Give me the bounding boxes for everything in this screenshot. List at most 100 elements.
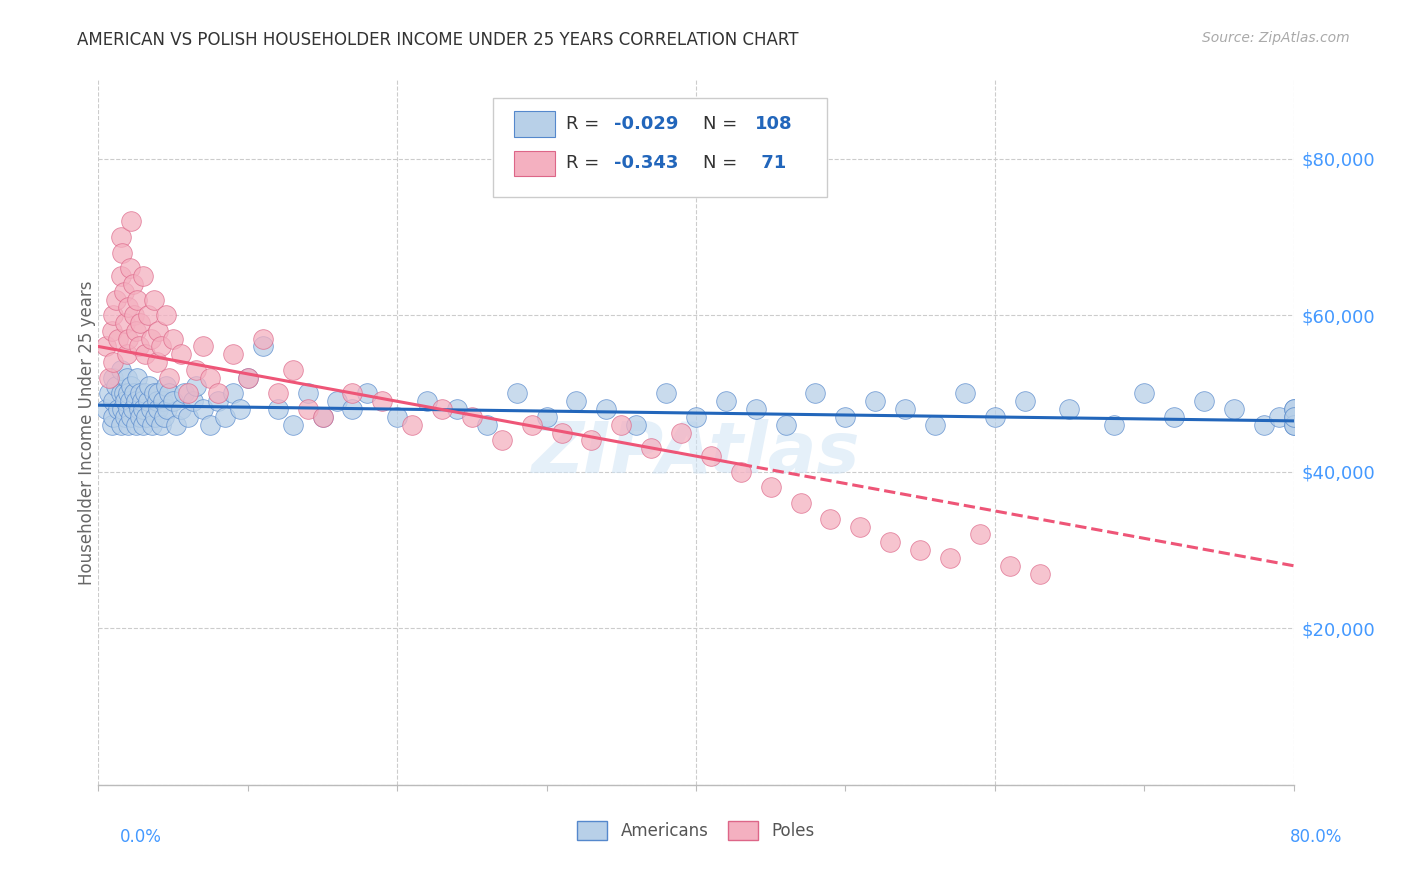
- Point: [385, 409, 409, 424]
- Point: [184, 363, 207, 377]
- Point: [229, 402, 252, 417]
- Point: [984, 409, 1007, 424]
- Point: [103, 394, 125, 409]
- Point: [1104, 417, 1126, 432]
- Point: [117, 402, 139, 417]
- Point: [120, 378, 142, 392]
- Point: [128, 339, 150, 353]
- Point: [908, 543, 931, 558]
- Text: 108: 108: [755, 115, 792, 133]
- Point: [700, 449, 723, 463]
- Point: [640, 442, 662, 456]
- Point: [105, 378, 128, 392]
- Point: [730, 465, 752, 479]
- Point: [103, 409, 125, 424]
- Point: [131, 394, 153, 409]
- Point: [115, 347, 138, 361]
- Point: [879, 535, 901, 549]
- Point: [155, 378, 177, 392]
- Point: [169, 347, 191, 361]
- Point: [1282, 409, 1305, 424]
- Point: [1282, 417, 1305, 432]
- Point: [191, 339, 214, 353]
- Point: [132, 417, 155, 432]
- Text: Source: ZipAtlas.com: Source: ZipAtlas.com: [1202, 31, 1350, 45]
- Point: [94, 339, 117, 353]
- Point: [136, 394, 159, 409]
- Point: [110, 268, 132, 283]
- Point: [150, 339, 173, 353]
- Point: [153, 409, 176, 424]
- Point: [998, 558, 1021, 573]
- Point: [145, 355, 167, 369]
- Point: [191, 402, 214, 417]
- Point: [1282, 417, 1305, 432]
- Point: [1028, 566, 1050, 581]
- Point: [124, 308, 146, 322]
- Point: [120, 409, 142, 424]
- Text: ZIPAtlas: ZIPAtlas: [531, 419, 860, 488]
- Point: [150, 417, 173, 432]
- Point: [114, 316, 136, 330]
- Point: [125, 417, 148, 432]
- Point: [117, 301, 139, 315]
- Point: [110, 386, 132, 401]
- Point: [200, 417, 222, 432]
- Point: [169, 402, 191, 417]
- Point: [222, 386, 245, 401]
- Point: [142, 293, 165, 307]
- Point: [804, 386, 827, 401]
- Point: [148, 386, 170, 401]
- Point: [565, 394, 588, 409]
- Point: [267, 402, 290, 417]
- Point: [128, 402, 150, 417]
- Point: [141, 417, 163, 432]
- Point: [143, 409, 166, 424]
- FancyBboxPatch shape: [515, 151, 555, 176]
- Point: [97, 386, 120, 401]
- Point: [1014, 394, 1036, 409]
- Point: [849, 519, 872, 533]
- Point: [127, 371, 149, 385]
- Point: [177, 386, 200, 401]
- Point: [110, 417, 132, 432]
- Point: [125, 324, 148, 338]
- Point: [1282, 402, 1305, 417]
- Point: [236, 371, 259, 385]
- Point: [129, 386, 152, 401]
- Point: [775, 417, 797, 432]
- Point: [894, 402, 917, 417]
- Point: [207, 394, 229, 409]
- Point: [297, 402, 319, 417]
- Text: 80.0%: 80.0%: [1291, 828, 1343, 846]
- Point: [110, 230, 132, 244]
- Point: [114, 409, 136, 424]
- Point: [401, 417, 423, 432]
- Point: [120, 214, 142, 228]
- Point: [1223, 402, 1246, 417]
- Point: [165, 417, 187, 432]
- Point: [107, 402, 129, 417]
- Point: [236, 371, 259, 385]
- Point: [416, 394, 439, 409]
- Point: [117, 386, 139, 401]
- Text: 0.0%: 0.0%: [120, 828, 162, 846]
- Point: [157, 371, 180, 385]
- Point: [475, 417, 498, 432]
- Point: [156, 402, 179, 417]
- Point: [252, 332, 274, 346]
- Point: [834, 409, 856, 424]
- Point: [207, 386, 229, 401]
- Point: [311, 409, 333, 424]
- Text: -0.029: -0.029: [613, 115, 678, 133]
- Point: [356, 386, 378, 401]
- Point: [129, 316, 152, 330]
- Point: [1267, 409, 1289, 424]
- Point: [626, 417, 648, 432]
- Text: AMERICAN VS POLISH HOUSEHOLDER INCOME UNDER 25 YEARS CORRELATION CHART: AMERICAN VS POLISH HOUSEHOLDER INCOME UN…: [77, 31, 799, 49]
- Point: [222, 347, 245, 361]
- Text: R =: R =: [565, 115, 605, 133]
- Point: [127, 293, 149, 307]
- Point: [129, 409, 152, 424]
- Point: [121, 277, 143, 291]
